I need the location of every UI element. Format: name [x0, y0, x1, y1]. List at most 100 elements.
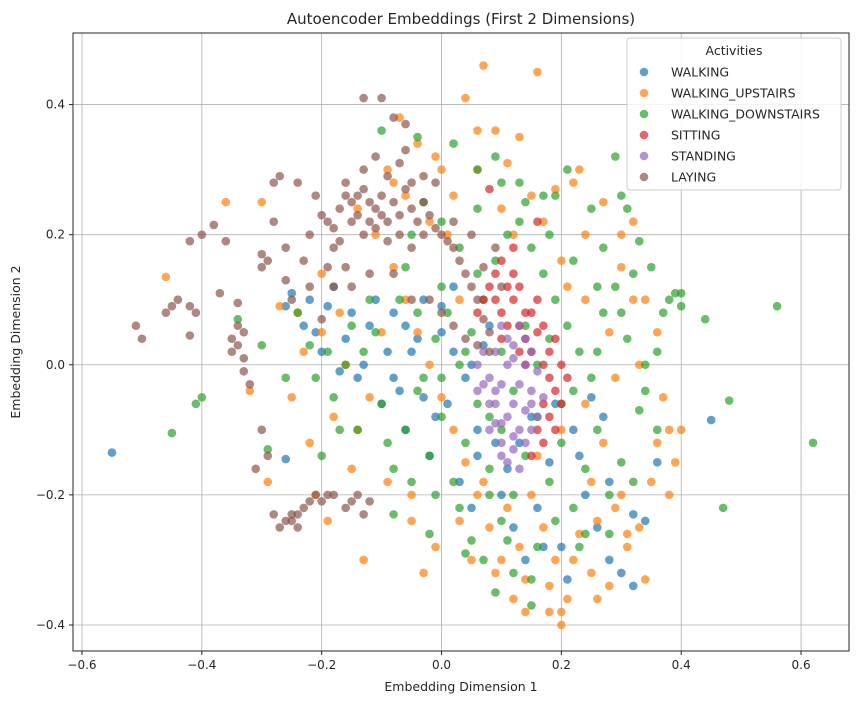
data-point [497, 321, 506, 331]
data-point [221, 197, 231, 207]
data-point [616, 458, 626, 467]
data-point [359, 93, 368, 103]
series-walking-downstairs [167, 126, 818, 610]
data-point [599, 412, 608, 422]
data-point [515, 178, 524, 187]
data-point [491, 152, 500, 161]
data-point [533, 366, 542, 376]
data-point [365, 217, 374, 226]
data-point [173, 295, 183, 305]
data-point [628, 295, 638, 305]
data-point [503, 458, 512, 467]
data-point [401, 321, 410, 331]
data-point [491, 438, 500, 448]
data-point [347, 308, 356, 318]
data-point [634, 523, 644, 532]
data-point [491, 269, 500, 278]
data-point [449, 347, 458, 357]
data-point [401, 295, 410, 305]
data-point [455, 516, 464, 526]
legend-item: WALKING_UPSTAIRS [639, 86, 796, 101]
data-point [395, 210, 404, 220]
data-point [551, 184, 560, 194]
data-point [491, 399, 500, 409]
data-point [347, 282, 356, 292]
data-point [593, 594, 602, 604]
data-point [497, 425, 506, 435]
data-point [377, 327, 386, 337]
data-point [509, 568, 518, 578]
data-point [509, 399, 518, 409]
data-point [455, 360, 464, 370]
data-point [317, 347, 326, 357]
data-point [257, 249, 267, 259]
data-point [281, 301, 291, 311]
data-point [539, 321, 548, 331]
data-point [323, 262, 332, 272]
data-point [575, 529, 584, 539]
data-point [479, 379, 488, 389]
data-point [323, 347, 332, 357]
data-point [485, 184, 494, 194]
data-point [587, 477, 596, 487]
data-point [664, 490, 674, 500]
data-point [257, 425, 267, 435]
x-tick-label: −0.2 [307, 658, 336, 672]
data-point [275, 171, 285, 181]
data-point [503, 282, 512, 292]
data-point [670, 288, 680, 298]
data-point [401, 191, 410, 200]
data-point [485, 347, 494, 357]
x-tick-label: −0.4 [187, 658, 216, 672]
data-point [137, 334, 147, 344]
data-point [455, 503, 464, 513]
data-point [263, 256, 273, 265]
data-point [389, 262, 398, 272]
data-point [640, 575, 650, 584]
data-point [359, 347, 368, 357]
data-point [521, 438, 530, 448]
data-point [605, 477, 614, 487]
data-point [479, 61, 488, 70]
plot-frame [72, 32, 850, 652]
data-point [551, 399, 560, 409]
data-point [467, 360, 476, 370]
data-point [616, 191, 626, 200]
data-point [557, 399, 566, 409]
data-point [467, 555, 476, 565]
data-point [640, 516, 650, 526]
data-point [497, 555, 506, 565]
data-point [305, 230, 314, 239]
data-point [395, 295, 404, 305]
data-point [497, 334, 506, 344]
data-point [527, 412, 536, 422]
data-point [533, 451, 542, 461]
data-point [640, 295, 650, 305]
legend-box [626, 37, 842, 191]
data-point [503, 360, 512, 370]
y-tick-label: −0.2 [36, 488, 65, 502]
data-point [527, 308, 536, 318]
data-point [371, 223, 380, 233]
data-point [533, 327, 542, 337]
data-point [359, 230, 368, 239]
data-point [611, 503, 620, 513]
series-standing [473, 321, 548, 474]
data-point [287, 295, 297, 305]
data-point [341, 178, 350, 187]
data-point [569, 425, 578, 435]
data-point [209, 220, 219, 230]
data-point [521, 406, 530, 415]
data-point [239, 366, 249, 376]
data-point [353, 373, 362, 383]
data-point [329, 223, 338, 233]
data-point [587, 373, 596, 383]
data-point [497, 419, 506, 428]
data-point [640, 360, 650, 370]
data-point [335, 204, 344, 213]
data-point [389, 510, 398, 519]
y-tick-label: 0.0 [46, 358, 65, 372]
data-point [605, 327, 614, 337]
x-tick-label: 0.4 [672, 658, 691, 672]
